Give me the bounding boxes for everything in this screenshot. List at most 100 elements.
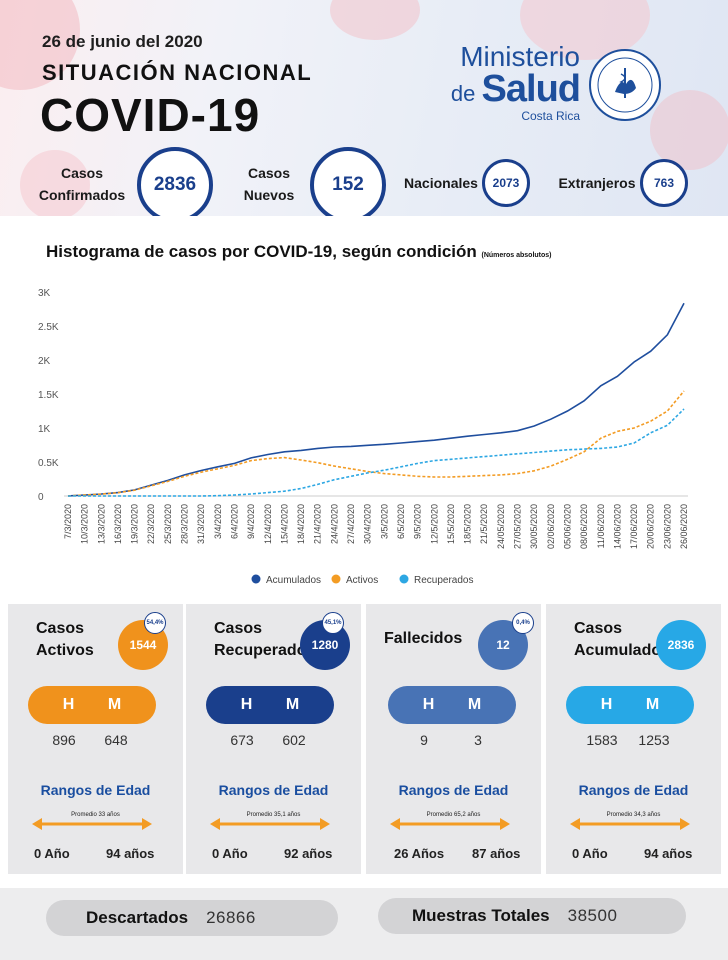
panel-1: Casos Recuperados 1280 45,1% H M 673 602…	[186, 604, 361, 874]
x-tick-label: 11/06/2020	[596, 504, 606, 548]
panel-m-value: 1253	[638, 732, 670, 748]
y-tick-label: 0.5K	[38, 458, 59, 469]
panel-min-age: 0 Año	[212, 846, 248, 861]
panel-min-age: 0 Año	[34, 846, 70, 861]
chart-title-text: Histograma de casos por COVID-19, según …	[46, 242, 477, 261]
panel-age-range-title: Rangos de Edad	[398, 782, 509, 798]
x-tick-label: 9/5/2020	[413, 504, 423, 539]
report-title: COVID-19	[40, 89, 261, 141]
x-tick-label: 14/06/2020	[612, 504, 622, 549]
descartados-pill: Descartados 26866	[46, 900, 338, 936]
footer-bar: Descartados 26866 Muestras Totales 38500	[0, 888, 728, 960]
x-tick-label: 27/05/2020	[513, 504, 523, 549]
x-tick-label: 18/4/2020	[296, 504, 306, 544]
legend-label-activos: Activos	[346, 575, 378, 586]
x-tick-label: 02/06/2020	[546, 504, 556, 549]
panel-h-label: H	[240, 696, 253, 713]
panel-title: Fallecidos	[384, 628, 462, 650]
header-banner: 26 de junio del 2020 SITUACIÓN NACIONAL …	[0, 0, 728, 216]
panel-m-value: 602	[282, 732, 306, 748]
panel-percent-badge: 0,4%	[512, 612, 534, 634]
x-tick-label: 19/3/2020	[130, 504, 140, 544]
x-tick-label: 24/4/2020	[329, 504, 339, 544]
descartados-label: Descartados	[86, 908, 189, 927]
y-tick-label: 2K	[38, 356, 51, 367]
double-arrow-icon	[570, 818, 690, 830]
series-line-acumulados	[67, 302, 685, 497]
panel-h-value: 1583	[586, 732, 618, 748]
panel-value-circle: 2836	[656, 620, 706, 670]
nuevos-value: 152	[310, 147, 386, 216]
nuevos-label: Casos Nuevos	[236, 162, 302, 206]
x-tick-label: 26/06/2020	[679, 504, 689, 549]
x-tick-label: 27/4/2020	[346, 504, 356, 544]
x-tick-label: 30/05/2020	[529, 504, 539, 549]
legend-marker-recuperados	[399, 574, 409, 584]
muestras-pill: Muestras Totales 38500	[378, 898, 686, 934]
x-tick-label: 10/3/2020	[80, 504, 90, 544]
x-tick-label: 3/5/2020	[379, 504, 389, 539]
x-tick-label: 21/5/2020	[479, 504, 489, 544]
panel-m-value: 3	[474, 732, 482, 748]
logo-salud: Salud	[481, 68, 581, 110]
panel-title: Casos Acumulados	[574, 618, 670, 662]
x-tick-label: 7/3/2020	[63, 504, 73, 539]
x-tick-label: 28/3/2020	[180, 504, 190, 544]
logo-line1: Ministerio	[460, 41, 580, 72]
x-tick-label: 6/5/2020	[396, 504, 406, 539]
panel-max-age: 94 años	[644, 846, 693, 861]
double-arrow-icon	[210, 818, 330, 830]
x-tick-label: 23/06/2020	[662, 504, 672, 549]
panel-percent-badge: 45,1%	[322, 612, 344, 634]
panel-m-label: M	[645, 696, 660, 713]
panel-age-range-title: Rangos de Edad	[40, 782, 151, 798]
double-arrow-icon	[32, 818, 152, 830]
confirmados-label-line2: Confirmados	[38, 187, 126, 203]
panel-age-average: Promedio 33 años	[71, 812, 120, 818]
panel-m-label: M	[107, 696, 122, 713]
panel-title-line2: Acumulados	[574, 642, 671, 659]
panel-title: Casos Activos	[36, 618, 94, 662]
x-tick-label: 13/3/2020	[96, 504, 106, 544]
panel-sex-pill: H M	[388, 686, 516, 724]
panel-sex-pill: H M	[566, 686, 694, 724]
chart-title: Histograma de casos por COVID-19, según …	[46, 242, 552, 262]
descartados-value: 26866	[206, 908, 256, 927]
legend-label-acumulados: Acumulados	[266, 575, 321, 586]
nuevos-label-line1: Casos	[247, 165, 291, 181]
confirmados-label: Casos Confirmados	[30, 162, 134, 206]
panel-h-label: H	[62, 696, 75, 713]
panel-0: Casos Activos 1544 54,4% H M 896 648 Ran…	[8, 604, 183, 874]
panel-title: Casos Recuperados	[214, 618, 315, 662]
x-tick-label: 31/3/2020	[196, 504, 206, 544]
panel-min-age: 26 Años	[394, 846, 445, 861]
x-tick-label: 25/3/2020	[163, 504, 173, 544]
ministerio-logo: Ministerio de Salud Costa Rica	[440, 41, 581, 124]
extranjeros-label: Extranjeros	[558, 175, 636, 191]
legend-label-recuperados: Recuperados	[414, 575, 473, 586]
nacionales-label: Nacionales	[404, 175, 478, 191]
x-tick-label: 24/05/2020	[496, 504, 506, 549]
panel-title-line2: Recuperados	[214, 642, 316, 659]
x-tick-label: 18/5/2020	[463, 504, 473, 544]
panel-h-value: 9	[420, 732, 428, 748]
panel-max-age: 92 años	[284, 846, 333, 861]
logo-country: Costa Rica	[521, 109, 580, 123]
panel-3: Casos Acumulados 2836 H M 1583 1253 Rang…	[546, 604, 721, 874]
panel-age-average: Promedio 35,1 años	[246, 812, 301, 818]
panel-sex-pill: H M	[28, 686, 156, 724]
panel-age-average: Promedio 65,2 años	[426, 812, 481, 818]
panel-percent-badge: 54,4%	[144, 612, 166, 634]
legend-marker-acumulados	[251, 574, 261, 584]
x-tick-label: 20/06/2020	[646, 504, 656, 549]
panel-title-line1: Casos	[574, 620, 623, 637]
x-tick-label: 6/4/2020	[229, 504, 239, 539]
x-tick-label: 12/5/2020	[429, 504, 439, 544]
panel-title-line1: Fallecidos	[384, 630, 463, 647]
panel-title-line1: Casos	[36, 620, 85, 637]
panel-age-range-title: Rangos de Edad	[218, 782, 329, 798]
panel-min-age: 0 Año	[572, 846, 608, 861]
report-subtitle: SITUACIÓN NACIONAL	[42, 60, 313, 85]
panel-max-age: 94 años	[106, 846, 155, 861]
panel-sex-pill: H M	[206, 686, 334, 724]
